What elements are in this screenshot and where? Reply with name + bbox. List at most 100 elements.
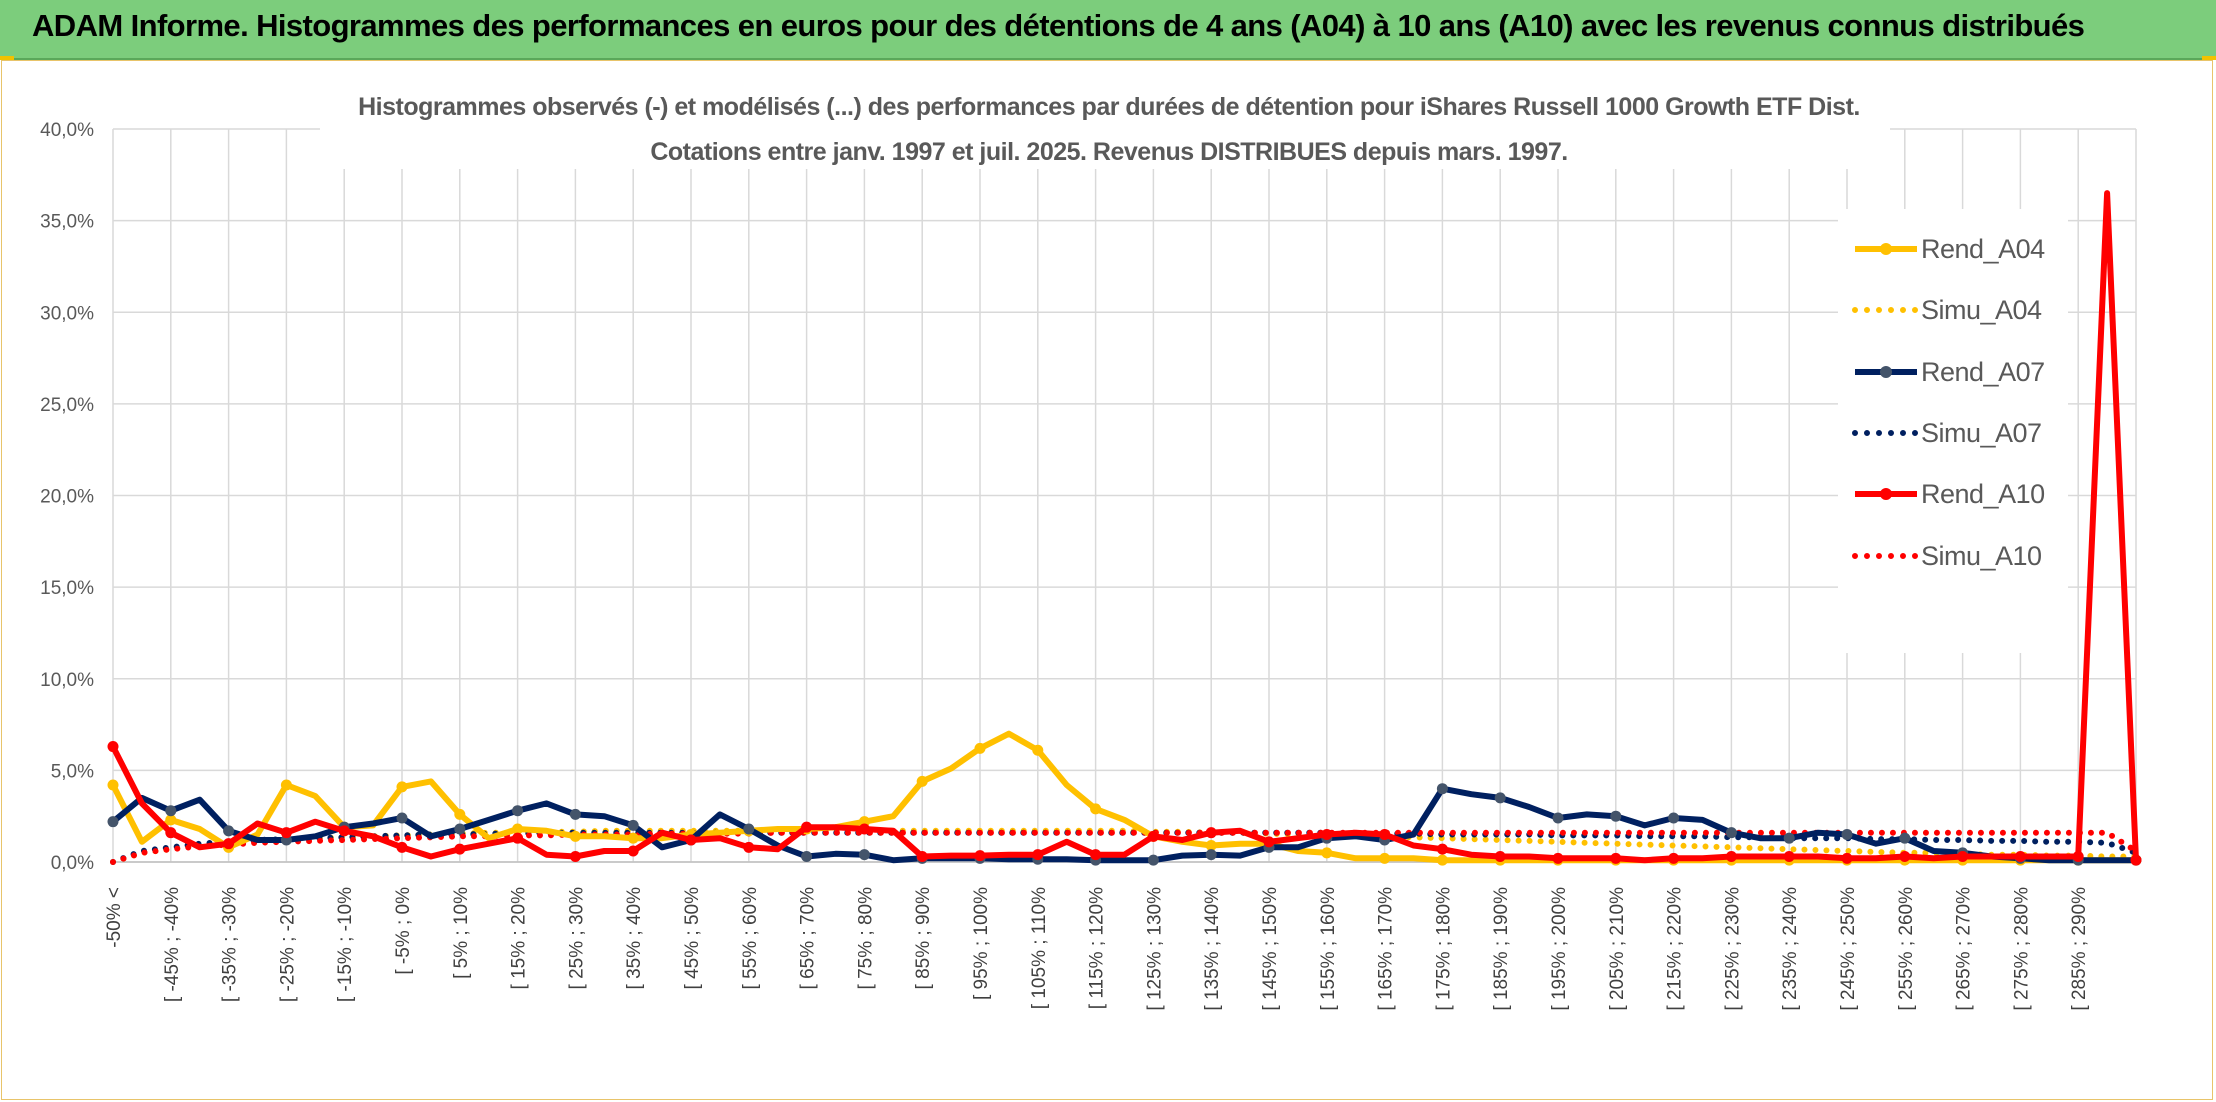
legend-label: Simu_A10 [1921, 541, 2042, 571]
data-point [1610, 810, 1622, 822]
data-point [165, 814, 177, 826]
data-point [569, 830, 581, 842]
data-point [627, 832, 639, 844]
series-line [110, 829, 2139, 865]
data-point [743, 823, 755, 835]
legend-marker [1880, 366, 1892, 378]
data-point [1841, 852, 1853, 864]
legend-label: Simu_A07 [1921, 418, 2042, 448]
series-line [111, 785, 2136, 864]
data-point [280, 827, 292, 839]
data-point [512, 823, 524, 835]
y-tick-label: 0,0% [51, 853, 94, 874]
x-tick-label: [ 185% ; 190% [1491, 887, 1512, 1011]
data-point [627, 845, 639, 857]
x-tick-label: [ 95% ; 100% [971, 887, 992, 1000]
data-point [512, 832, 524, 844]
data-point [858, 849, 870, 861]
data-point [801, 821, 813, 833]
x-tick-label: [ -35% ; -30% [220, 887, 241, 1002]
x-tick-label: [ 245% ; 250% [1838, 887, 1859, 1011]
data-point [1725, 827, 1737, 839]
data-point [627, 819, 639, 831]
y-tick-label: 40,0% [40, 120, 94, 141]
legend-item: Simu_A07 [1852, 418, 2042, 448]
data-point [1552, 812, 1564, 824]
data-point [1899, 851, 1911, 863]
y-tick-label: 30,0% [40, 303, 94, 324]
x-tick-label: [ 145% ; 150% [1260, 887, 1281, 1011]
data-point [107, 779, 119, 791]
chart-frame: 0,0% 5,0% 10,0% 15,0% 20,0% 25,0% 30,0% 35,0% 40… [1, 60, 2213, 1100]
x-tick-label: [ 255% ; 260% [1896, 887, 1917, 1011]
data-point [1725, 851, 1737, 863]
data-point [1494, 851, 1506, 863]
data-point [1552, 852, 1564, 864]
x-tick-label: [ 235% ; 240% [1780, 887, 1801, 1011]
legend-label: Simu_A04 [1921, 295, 2042, 325]
data-point [685, 834, 697, 846]
corner-accent-left [0, 56, 14, 60]
data-point [1494, 792, 1506, 804]
data-point [396, 841, 408, 853]
data-point [512, 805, 524, 817]
data-point [1147, 830, 1159, 842]
data-point [2072, 851, 2084, 863]
data-point [1436, 843, 1448, 855]
data-point [107, 816, 119, 828]
x-tick-label: [ 215% ; 220% [1665, 887, 1686, 1011]
x-tick-label: [ 225% ; 230% [1722, 887, 1743, 1011]
series-rend-a10 [107, 190, 2142, 866]
title-background [320, 83, 1890, 169]
legend-item: Rend_A07 [1855, 357, 2045, 387]
x-tick-label: [ 5% ; 10% [451, 887, 472, 979]
x-tick-label: [ -25% ; -20% [277, 887, 298, 1002]
chart-subtitle: Cotations entre janv. 1997 et juil. 2025… [650, 138, 1567, 166]
x-tick-label: [ 25% ; 30% [566, 887, 587, 990]
data-point [1147, 854, 1159, 866]
x-tick-label: [ 15% ; 20% [509, 887, 530, 990]
data-point [569, 851, 581, 863]
data-point [743, 841, 755, 853]
data-point [801, 851, 813, 863]
x-tick-label: [ 165% ; 170% [1376, 887, 1397, 1011]
x-tick-label: [ 105% ; 110% [1029, 887, 1050, 1009]
x-tick-label: [ 65% ; 70% [798, 887, 819, 990]
corner-accent-right [2202, 56, 2216, 60]
x-tick-label: [ -15% ; -10% [335, 887, 356, 1002]
data-point [454, 823, 466, 835]
y-tick-label: 35,0% [40, 212, 94, 233]
data-point [1090, 803, 1102, 815]
x-tick-label: [ 285% ; 290% [2069, 887, 2090, 1011]
data-point [974, 850, 986, 862]
x-tick-label: [ 75% ; 80% [855, 887, 876, 990]
data-point [916, 851, 928, 863]
x-tick-label: [ -5% ; 0% [393, 887, 414, 975]
data-point [1957, 851, 1969, 863]
x-tick-label: [ 175% ; 180% [1433, 887, 1454, 1011]
data-point [1205, 827, 1217, 839]
gridlines [112, 128, 2137, 863]
banner-title: ADAM Informe. Histogrammes des performan… [32, 8, 2085, 43]
data-point [223, 838, 235, 850]
x-tick-label: [ 205% ; 210% [1607, 887, 1628, 1011]
data-point [454, 843, 466, 855]
line-chart: 0,0% 5,0% 10,0% 15,0% 20,0% 25,0% 30,0% 35,0% 40… [40, 83, 2142, 1011]
data-point [107, 741, 119, 753]
x-tick-label: [ 55% ; 60% [740, 887, 761, 990]
data-point [396, 781, 408, 793]
series-simu-a10 [110, 829, 2139, 865]
y-tick-label: 20,0% [40, 487, 94, 508]
data-point [280, 779, 292, 791]
data-point [1668, 812, 1680, 824]
data-point [1090, 849, 1102, 861]
data-point [1263, 836, 1275, 848]
data-point [1841, 829, 1853, 841]
x-tick-label: [ 195% ; 200% [1549, 887, 1570, 1011]
legend-item: Simu_A04 [1852, 295, 2043, 325]
legend-item: Simu_A10 [1852, 541, 2042, 571]
data-point [1321, 847, 1333, 859]
legend-background [1838, 209, 2068, 653]
legend-item: Rend_A10 [1855, 479, 2045, 509]
data-point [338, 825, 350, 837]
